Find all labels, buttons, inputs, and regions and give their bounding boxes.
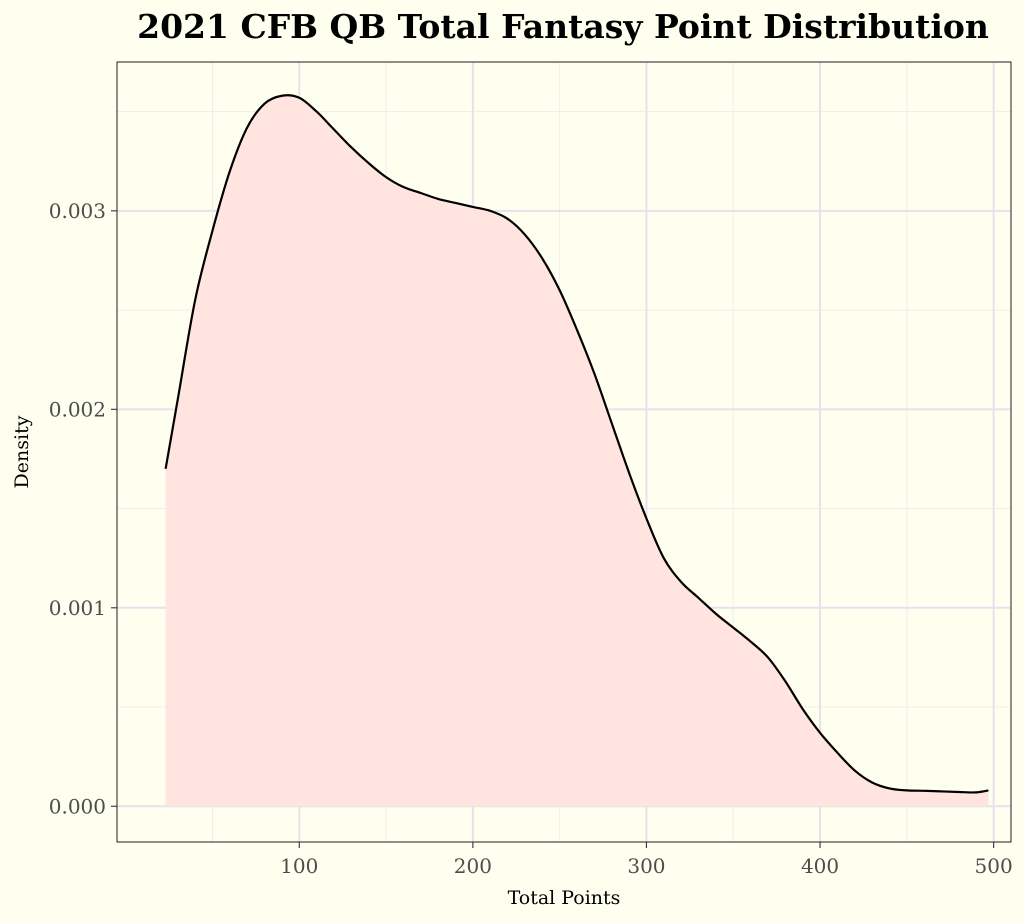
y-axis-label: Density (11, 415, 33, 488)
y-tick-label: 0.000 (49, 794, 106, 818)
x-tick-label: 200 (454, 854, 492, 878)
x-tick-label: 400 (801, 854, 839, 878)
y-tick-label: 0.003 (49, 199, 106, 223)
y-axis-ticks: 0.000 0.001 0.002 0.003 (49, 199, 117, 818)
x-tick-label: 100 (280, 854, 318, 878)
x-axis-ticks: 100 200 300 400 500 (280, 842, 1013, 878)
x-tick-label: 300 (627, 854, 665, 878)
y-tick-label: 0.001 (49, 596, 106, 620)
y-tick-label: 0.002 (49, 397, 106, 421)
x-tick-label: 500 (975, 854, 1013, 878)
x-axis-label: Total Points (508, 887, 621, 909)
density-line (164, 94, 989, 794)
plot-panel-border (116, 61, 1012, 843)
density-area (165, 95, 989, 807)
chart-title: 2021 CFB QB Total Fantasy Point Distribu… (137, 7, 989, 46)
